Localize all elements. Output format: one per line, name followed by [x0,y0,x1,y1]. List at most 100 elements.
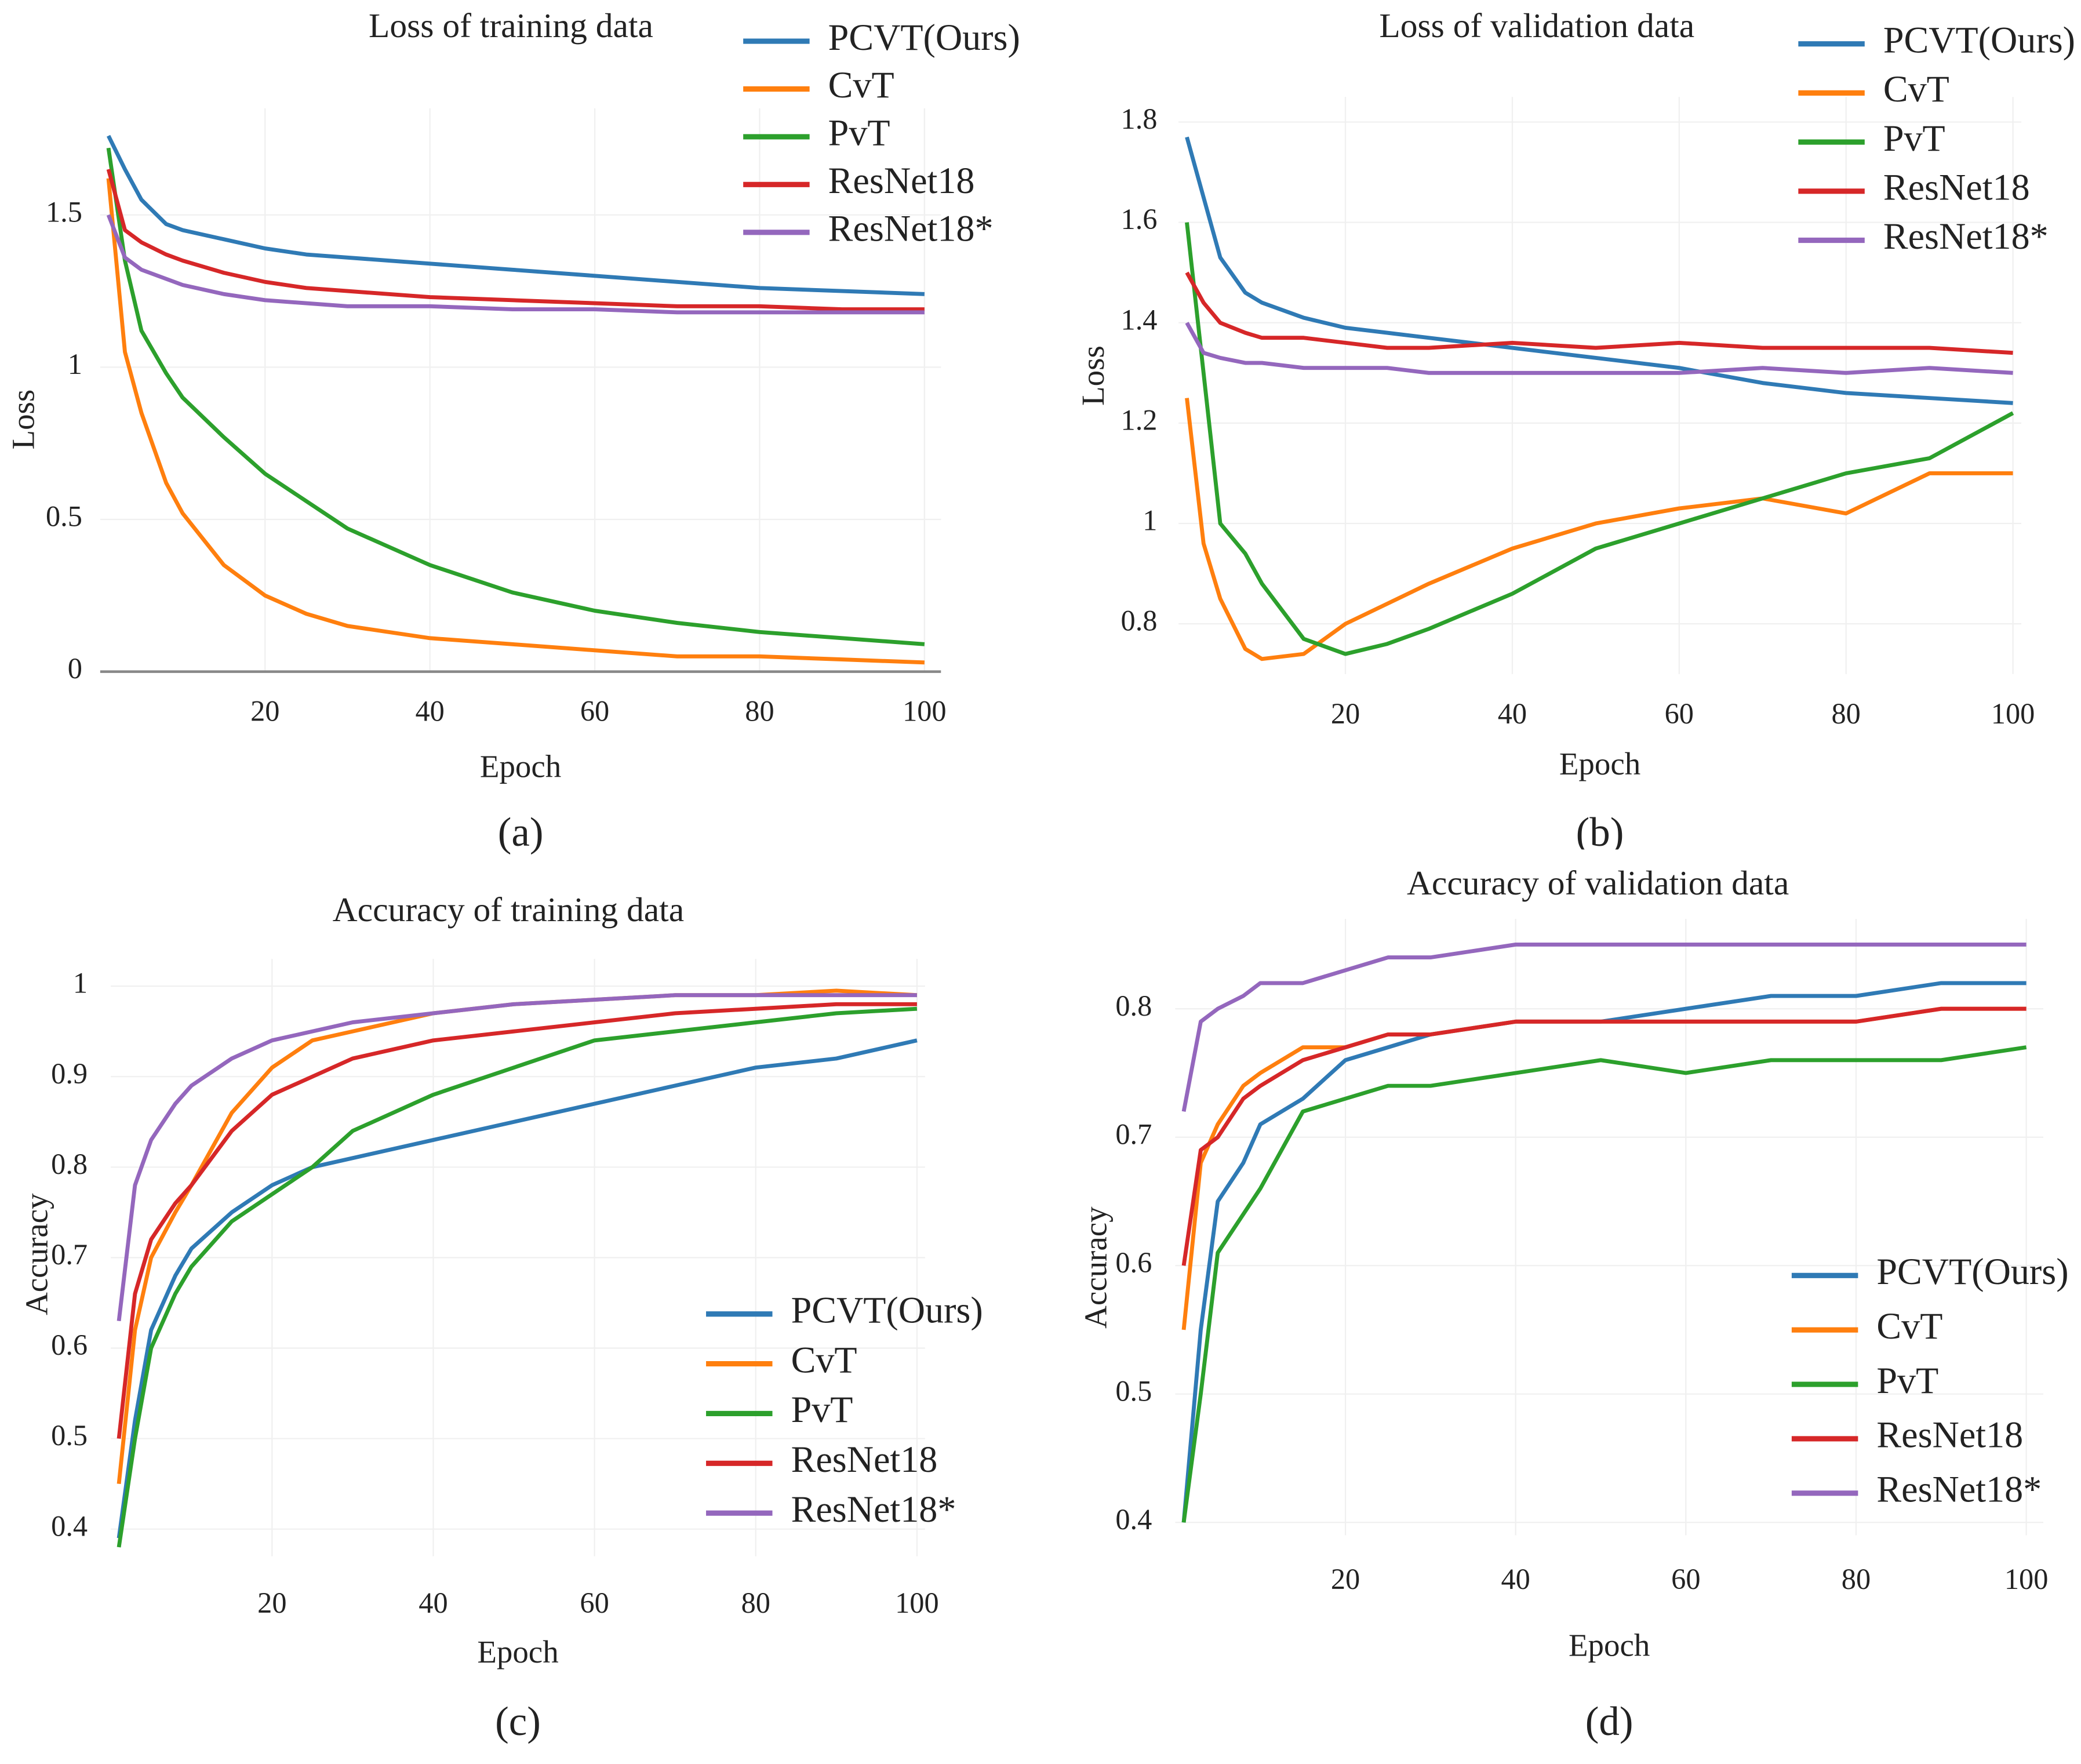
panel-label: (c) [495,1699,541,1744]
y-tick-label: 0.8 [1115,990,1152,1022]
y-tick-label: 1 [1143,504,1157,537]
legend-label: ResNet18* [1883,216,2049,257]
chart-panel: Loss of validation data Epoch Loss (b) 20 40 6… [1075,0,2081,855]
y-tick-label: 0.6 [1115,1246,1152,1279]
legend-label: ResNet18 [828,160,975,201]
y-axis-label: Loss [5,390,41,450]
x-tick-label: 60 [1665,697,1694,730]
y-tick-label: 0.6 [51,1329,88,1361]
series-line [117,993,917,1322]
x-axis-label: Epoch [1559,746,1640,781]
y-axis-label: Loss [1075,345,1111,406]
x-tick-label: 60 [580,694,609,727]
panel-label: (b) [1576,810,1624,855]
x-tick-label: 80 [1832,697,1861,730]
x-tick-label: 100 [895,1587,939,1619]
series-line [1185,398,2013,661]
series-line [117,1038,918,1539]
chart-panel: Accuracy of validation data Epoch Accuracy… [1075,849,2081,1744]
y-tick-label: 0.5 [46,500,82,533]
series-line [106,169,925,312]
x-tick-label: 40 [1498,697,1527,730]
y-tick-label: 0.4 [51,1510,88,1542]
panel-label: (d) [1585,1699,1633,1744]
legend-label: ResNet18 [791,1439,938,1480]
chart-title: Accuracy of validation data [1407,864,1789,902]
y-axis-label: Accuracy [1078,1206,1113,1329]
legend-label: CvT [1876,1305,1942,1347]
y-tick-label: 0.8 [51,1148,88,1180]
x-axis-label: Epoch [480,749,561,784]
legend-label: PCVT(Ours) [828,17,1020,58]
chart-title: Loss of training data [369,6,653,45]
x-tick-label: 100 [1991,697,2035,730]
legend-label: CvT [828,64,894,106]
legend-label: PvT [791,1389,853,1430]
series-line [1181,1006,2027,1266]
y-tick-label: 1.5 [46,195,82,228]
series-line [1181,943,2027,1112]
series-line [106,214,925,315]
y-tick-label: 1.2 [1121,403,1158,436]
legend-label: ResNet18* [1876,1469,2042,1510]
chart-title: Loss of validation data [1379,6,1694,45]
x-tick-label: 60 [1671,1563,1700,1595]
y-tick-label: 0.9 [51,1057,88,1090]
y-tick-label: 1.8 [1121,103,1158,135]
chart-panel: Loss of training data Epoch Loss (a) 20 40 60 8… [5,0,1039,855]
y-tick-label: 0 [68,652,82,685]
series-line [1185,322,2013,375]
legend-label: PCVT(Ours) [1883,19,2075,60]
chart-panel: Accuracy of training data Epoch Accuracy (c… [10,869,1039,1744]
series-line [1185,222,2014,656]
y-tick-label: 1.6 [1121,203,1158,235]
panel-background [10,869,1039,1679]
series-line [117,1002,917,1439]
x-tick-label: 80 [741,1587,770,1619]
series-line [106,147,925,646]
series-line [1181,1045,2027,1523]
chart-title: Accuracy of training data [333,890,684,929]
y-tick-label: 0.8 [1121,605,1158,637]
x-tick-label: 40 [415,694,444,727]
legend-label: PvT [1883,118,1945,159]
y-tick-label: 0.5 [51,1419,88,1452]
x-tick-label: 40 [1501,1563,1530,1595]
y-tick-label: 1 [73,967,88,999]
y-tick-label: 1 [68,348,82,380]
x-tick-label: 80 [1842,1563,1871,1595]
legend-label: ResNet18 [1876,1414,2023,1456]
x-tick-label: 100 [2004,1563,2049,1595]
legend-label: PCVT(Ours) [1876,1251,2068,1292]
x-tick-label: 100 [903,694,947,727]
series-line [106,178,925,665]
x-tick-label: 80 [745,694,774,727]
x-tick-label: 60 [580,1587,609,1619]
legend-label: ResNet18* [791,1489,956,1530]
y-tick-label: 0.4 [1115,1503,1152,1536]
legend-label: PvT [1876,1360,1938,1401]
x-tick-label: 20 [1331,697,1360,730]
x-tick-label: 20 [1331,1563,1360,1595]
legend-label: PCVT(Ours) [791,1289,983,1330]
x-tick-label: 40 [419,1587,448,1619]
series-line [1185,271,2013,355]
x-axis-label: Epoch [1569,1627,1650,1663]
series-line [106,134,925,296]
legend-label: CvT [1883,68,1949,110]
legend-label: PvT [828,112,890,154]
panel-label: (a) [498,810,544,855]
legend-label: CvT [791,1339,857,1380]
series-line [1181,981,2027,1523]
y-tick-label: 0.7 [51,1238,88,1271]
x-tick-label: 20 [257,1587,286,1619]
series-line [117,1006,918,1548]
y-axis-label: Accuracy [19,1193,54,1315]
legend-label: ResNet18 [1883,166,2030,208]
y-tick-label: 0.5 [1115,1374,1152,1407]
y-tick-label: 0.7 [1115,1118,1152,1150]
y-tick-label: 1.4 [1121,303,1158,336]
x-axis-label: Epoch [477,1634,558,1670]
x-tick-label: 20 [250,694,279,727]
